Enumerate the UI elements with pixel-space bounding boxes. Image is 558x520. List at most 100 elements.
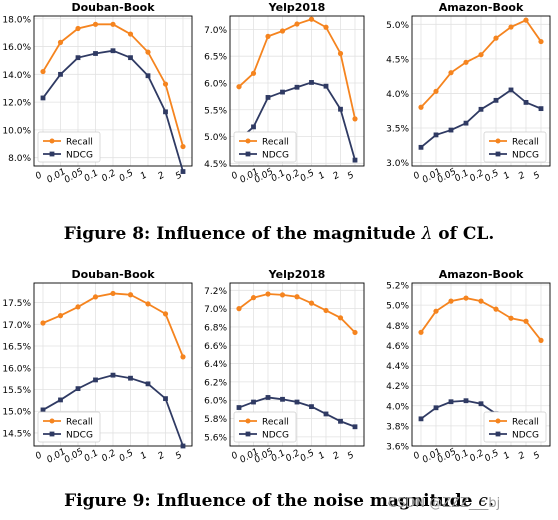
data-point-ndcg: [58, 71, 63, 77]
chart-title: Yelp2018: [268, 268, 326, 281]
data-point-ndcg: [294, 399, 300, 405]
x-tick-label: 0: [230, 170, 240, 182]
y-tick-label: 7.0%: [204, 26, 227, 36]
y-tick-label: 7.0%: [204, 305, 227, 315]
y-tick-label: 7.2%: [204, 287, 227, 297]
data-point-ndcg: [352, 424, 358, 430]
legend-label: Recall: [66, 418, 93, 428]
data-point-recall: [323, 307, 329, 314]
legend-swatch-marker: [495, 151, 501, 157]
y-tick-label: 6.0%: [204, 397, 227, 407]
y-tick-label: 6.6%: [204, 342, 227, 352]
figure-8-caption-suffix: of CL.: [432, 224, 495, 244]
data-point-recall: [265, 291, 271, 297]
y-tick-label: 5.6%: [204, 433, 227, 443]
chart-panel-4: Douban-Book 14.5% 15.0% 15.5% 16.0% 16.5% 17.0…: [2, 268, 193, 466]
data-point-recall: [493, 306, 499, 312]
y-tick-label: 4.0%: [386, 90, 409, 100]
legend-label: Recall: [262, 138, 289, 148]
data-point-recall: [145, 301, 151, 307]
data-point-recall: [308, 16, 315, 22]
figure-9-caption-text: Figure 9: Influence of the noise magnitu…: [64, 491, 479, 511]
y-tick-label: 6.8%: [204, 323, 227, 333]
legend-label: Recall: [512, 418, 539, 428]
data-point-ndcg: [418, 144, 424, 150]
y-tick-label: 17.5%: [2, 299, 31, 309]
data-point-ndcg: [538, 106, 544, 112]
x-tick-label: 0.5: [483, 168, 501, 184]
figure-8-caption: Figure 8: Influence of the magnitude λ o…: [0, 224, 558, 244]
data-point-recall: [433, 308, 439, 314]
data-point-ndcg: [163, 109, 168, 115]
data-point-recall: [538, 337, 544, 343]
x-tick-label: 1: [502, 451, 512, 463]
data-point-recall: [463, 295, 469, 301]
chart-panel-5: Yelp2018 5.6% 5.8% 6.0% 6.2% 6.4% 6.6% 6.8% 7.0%…: [204, 268, 365, 466]
legend-swatch-marker: [495, 418, 501, 424]
x-tick-label: 5: [346, 170, 356, 182]
x-tick-label: 0: [412, 450, 422, 462]
data-point-ndcg: [128, 55, 133, 61]
data-point-recall: [57, 39, 64, 45]
data-point-ndcg: [40, 95, 46, 101]
data-point-recall: [75, 25, 81, 32]
data-point-ndcg: [323, 411, 329, 417]
data-point-ndcg: [93, 377, 98, 383]
x-tick-label: 1: [317, 451, 327, 463]
data-point-recall: [92, 21, 99, 27]
chart-title: Douban-Book: [71, 268, 155, 281]
data-point-ndcg: [463, 398, 469, 404]
data-point-ndcg: [75, 55, 81, 61]
chart-panel-6: Amazon-Book 3.6% 3.8% 4.0% 4.2% 4.4% 4.6% 4.8% 5…: [386, 268, 551, 466]
x-tick-label: 2: [332, 170, 342, 182]
y-tick-label: 16.5%: [2, 343, 31, 353]
data-point-ndcg: [493, 97, 499, 103]
x-tick-label: 0: [34, 170, 44, 182]
y-tick-label: 5.0%: [204, 133, 227, 143]
data-point-recall: [40, 68, 46, 75]
data-point-ndcg: [448, 127, 454, 133]
plot-frame: [229, 15, 365, 167]
data-point-ndcg: [75, 386, 81, 392]
legend-swatch-marker: [495, 138, 501, 144]
chart-panel-2: Yelp20184.5%5.0%5.5%6.0%6.5%7.0%00.010.0…: [204, 1, 365, 186]
x-tick-label: 1: [139, 451, 149, 463]
x-tick-label: 2: [517, 450, 527, 462]
x-tick-label: 2: [157, 170, 167, 182]
x-tick-label: 0: [230, 450, 240, 462]
plot-frame: [411, 15, 551, 167]
x-tick-label: 5: [346, 450, 356, 462]
y-tick-label: 5.2%: [386, 282, 409, 292]
y-tick-label: 18.0%: [2, 15, 31, 25]
x-tick-label: 0.5: [299, 168, 317, 184]
data-point-ndcg: [433, 132, 439, 138]
x-tick-label: 5: [174, 170, 184, 182]
data-point-recall: [92, 294, 99, 300]
data-point-ndcg: [251, 124, 256, 130]
data-point-recall: [250, 70, 257, 76]
data-point-ndcg: [110, 372, 116, 378]
legend-swatch-marker: [49, 151, 55, 157]
y-tick-label: 8.0%: [8, 154, 31, 164]
data-point-ndcg: [265, 95, 271, 100]
data-point-ndcg: [323, 83, 329, 89]
data-point-ndcg: [309, 404, 314, 410]
chart-title: Douban-Book: [71, 1, 155, 14]
legend-label: NDCG: [262, 431, 289, 441]
figure-9-caption-suffix: .: [487, 491, 494, 511]
y-tick-label: 16.0%: [2, 364, 31, 374]
x-tick-label: 0.2: [100, 448, 118, 464]
data-point-ndcg: [352, 157, 358, 163]
y-tick-label: 3.5%: [386, 124, 409, 134]
x-tick-label: 0.1: [83, 168, 100, 184]
legend-swatch-marker: [49, 431, 55, 437]
data-point-ndcg: [280, 396, 285, 402]
data-point-ndcg: [280, 89, 285, 95]
data-point-ndcg: [58, 397, 63, 403]
figure-9-caption-symbol: ϵ: [478, 491, 488, 511]
y-tick-label: 6.2%: [204, 378, 227, 388]
legend-label: Recall: [262, 418, 289, 428]
data-point-ndcg: [523, 100, 529, 105]
chart-panel-3: Amazon-Book3.0%3.5%4.0%4.5%5.0%00.010.05…: [386, 1, 551, 186]
y-tick-label: 17.0%: [2, 321, 31, 331]
